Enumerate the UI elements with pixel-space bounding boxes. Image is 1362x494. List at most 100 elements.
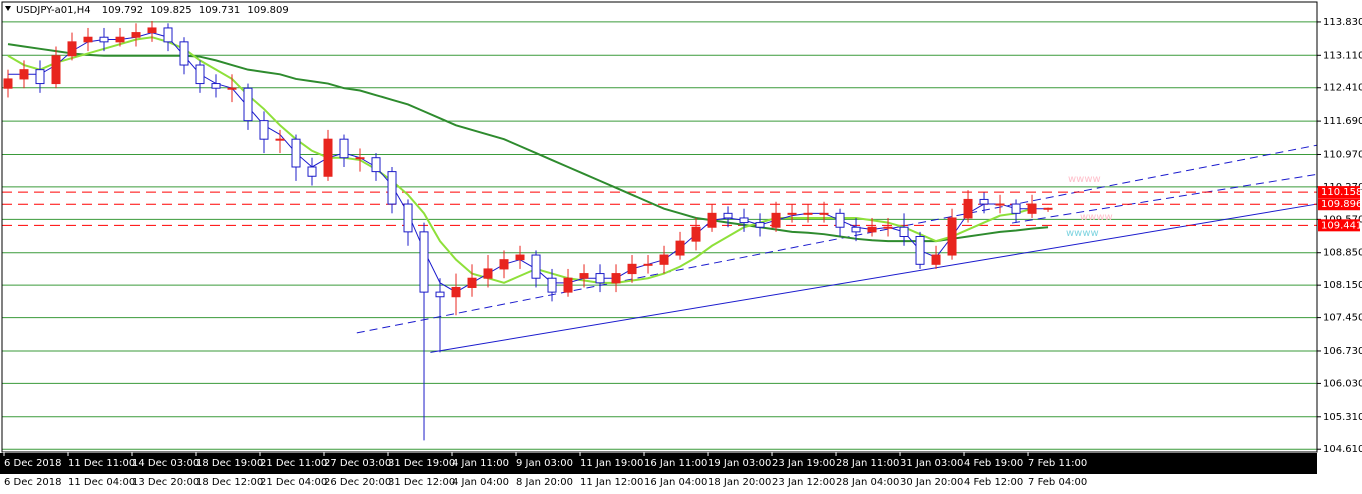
candle-body bbox=[435, 291, 445, 298]
candle-body bbox=[915, 236, 925, 265]
candle-body bbox=[595, 273, 605, 284]
candle-body bbox=[1027, 203, 1037, 214]
candle-body bbox=[1011, 203, 1021, 214]
candle-body bbox=[227, 87, 237, 90]
candle-body bbox=[291, 138, 301, 168]
x-tick-label-secondary: 18 Dec 12:00 bbox=[196, 477, 263, 488]
trend-line bbox=[356, 144, 1317, 334]
x-tick-label: 11 Jan 19:00 bbox=[580, 458, 643, 469]
x-tick-label: 4 Feb 19:00 bbox=[964, 458, 1023, 469]
x-tick-label-secondary: 21 Dec 04:00 bbox=[260, 477, 327, 488]
header-open: 109.792 bbox=[102, 5, 143, 16]
candle-body bbox=[707, 212, 717, 228]
candle-body bbox=[115, 36, 125, 43]
plot-area bbox=[2, 21, 1317, 450]
candle-body bbox=[547, 277, 557, 293]
plot-border bbox=[1, 1, 1318, 453]
price-label-box bbox=[1318, 198, 1360, 211]
x-tick-label-secondary: 8 Jan 20:00 bbox=[516, 477, 573, 488]
x-tick-label: 7 Feb 11:00 bbox=[1028, 458, 1087, 469]
x-tick-label-secondary: 18 Jan 20:00 bbox=[708, 477, 771, 488]
candle-body bbox=[355, 157, 365, 160]
candle-body bbox=[899, 226, 909, 238]
header-low: 109.731 bbox=[199, 5, 240, 16]
candle-body bbox=[307, 166, 317, 177]
candle-body bbox=[499, 259, 509, 270]
candle-body bbox=[531, 254, 541, 279]
candle-body bbox=[371, 157, 381, 173]
x-tick-label: 6 Dec 2018 bbox=[4, 458, 62, 469]
x-tick-label-secondary: 16 Jan 04:00 bbox=[644, 477, 707, 488]
candle-body bbox=[147, 27, 157, 34]
candle-body bbox=[835, 212, 845, 228]
candle-body bbox=[787, 212, 797, 215]
candle-body bbox=[243, 87, 253, 122]
candle-body bbox=[755, 222, 765, 228]
candle-body bbox=[579, 273, 589, 279]
y-tick-label: 111.690 bbox=[1323, 116, 1362, 127]
y-tick-label: 113.110 bbox=[1323, 50, 1362, 61]
candle-body bbox=[979, 198, 989, 205]
candle-body bbox=[259, 120, 269, 140]
annotation: wwww bbox=[1066, 228, 1099, 239]
candle-body bbox=[771, 212, 781, 228]
candle-body bbox=[451, 286, 461, 298]
price-label-box bbox=[1318, 219, 1360, 232]
candle-body bbox=[211, 83, 221, 89]
price-label: 110.158 bbox=[1321, 187, 1362, 198]
x-tick-label: 28 Jan 11:00 bbox=[836, 458, 899, 469]
candle-body bbox=[691, 226, 701, 242]
candle-body bbox=[19, 69, 29, 80]
chart-title: USDJPY-a01,H4 109.792 109.825 109.731 10… bbox=[16, 5, 289, 16]
x-tick-label-secondary: 30 Jan 20:00 bbox=[900, 477, 963, 488]
x-tick-label: 27 Dec 03:00 bbox=[324, 458, 391, 469]
price-label: 109.896 bbox=[1321, 199, 1362, 210]
candle-body bbox=[963, 198, 973, 219]
x-tick-label: 11 Dec 11:00 bbox=[68, 458, 135, 469]
x-tick-label-secondary: 11 Dec 04:00 bbox=[68, 477, 135, 488]
candle-body bbox=[803, 212, 813, 215]
candle-body bbox=[643, 263, 653, 266]
annotation: wwww bbox=[1068, 174, 1101, 185]
y-tick-label: 104.610 bbox=[1323, 444, 1362, 455]
candle-body bbox=[131, 32, 141, 38]
x-tick-label: 31 Jan 03:00 bbox=[900, 458, 963, 469]
candle-body bbox=[867, 226, 877, 233]
candle-body bbox=[883, 226, 893, 229]
candle-body bbox=[419, 231, 429, 293]
candle-body bbox=[611, 273, 621, 284]
y-tick-label: 108.150 bbox=[1323, 280, 1362, 291]
candle-body bbox=[659, 254, 669, 265]
x-tick-label: 18 Dec 19:00 bbox=[196, 458, 263, 469]
x-tick-label: 9 Jan 03:00 bbox=[516, 458, 573, 469]
candle-body bbox=[723, 212, 733, 219]
candle-body bbox=[323, 138, 333, 177]
candle-body bbox=[515, 254, 525, 261]
y-tick-label: 112.410 bbox=[1323, 83, 1362, 94]
x-tick-label-secondary: 6 Dec 2018 bbox=[4, 477, 62, 488]
x-tick-label-secondary: 4 Jan 04:00 bbox=[452, 477, 509, 488]
trend-line bbox=[430, 203, 1317, 353]
symbol: USDJPY-a01,H4 bbox=[16, 5, 91, 16]
candle-body bbox=[819, 212, 829, 215]
candle-body bbox=[403, 203, 413, 233]
x-tick-label: 14 Dec 03:00 bbox=[132, 458, 199, 469]
x-tick-label: 19 Jan 03:00 bbox=[708, 458, 771, 469]
y-tick-label: 108.850 bbox=[1323, 248, 1362, 259]
price-label-box bbox=[1318, 186, 1360, 199]
x-tick-label: 4 Jan 11:00 bbox=[452, 458, 509, 469]
x-tick-label-secondary: 26 Dec 20:00 bbox=[324, 477, 391, 488]
candle-body bbox=[275, 138, 285, 141]
candle-body bbox=[99, 36, 109, 43]
x-tick-label-secondary: 11 Jan 12:00 bbox=[580, 477, 643, 488]
y-tick-label: 105.310 bbox=[1323, 412, 1362, 423]
candle-body bbox=[931, 254, 941, 265]
x-tick-label-secondary: 13 Dec 20:00 bbox=[132, 477, 199, 488]
candle-body bbox=[51, 55, 61, 85]
y-tick-label: 107.450 bbox=[1323, 313, 1362, 324]
menu-arrow[interactable] bbox=[5, 6, 11, 11]
candle-body bbox=[739, 217, 749, 224]
x-tick-label-secondary: 28 Jan 04:00 bbox=[836, 477, 899, 488]
x-tick-label-secondary: 7 Feb 04:00 bbox=[1028, 477, 1087, 488]
